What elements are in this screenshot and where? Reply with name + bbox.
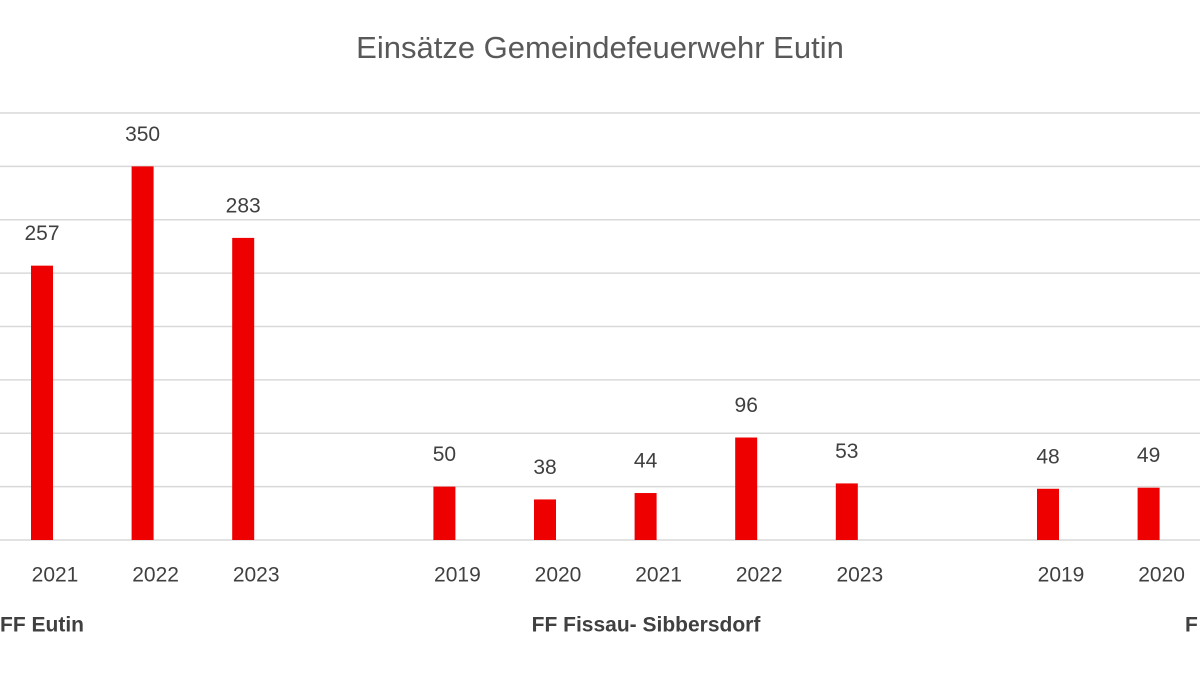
x-tick-label: 2020 [535, 564, 582, 587]
data-label: 96 [735, 394, 758, 417]
x-tick-label: 2021 [635, 564, 682, 587]
group-label: F [1185, 614, 1198, 637]
group-label: FF Fissau- Sibbersdorf [532, 614, 762, 637]
bar [31, 265, 53, 540]
bar [634, 493, 657, 540]
x-tick-label: 2019 [1038, 564, 1085, 587]
bar [1137, 487, 1160, 540]
data-label: 53 [835, 440, 858, 463]
bar [835, 483, 858, 540]
x-tick-label: 2020 [1138, 564, 1185, 587]
data-label: 38 [533, 456, 556, 479]
bar [232, 237, 255, 540]
bar [534, 499, 556, 540]
data-label: 49 [1137, 444, 1160, 467]
data-label: 257 [24, 222, 59, 245]
x-tick-label: 2023 [836, 564, 883, 587]
chart-title: Einsätze Gemeindefeuerwehr Eutin [356, 30, 844, 65]
x-tick-label: 2021 [32, 564, 79, 587]
data-label: 44 [634, 450, 658, 473]
data-label: 283 [226, 194, 261, 217]
bar [433, 486, 456, 540]
bar [1037, 488, 1059, 540]
x-tick-label: 2022 [132, 564, 179, 587]
data-label: 350 [125, 123, 160, 146]
data-label: 50 [433, 443, 456, 466]
bar [735, 437, 758, 540]
bar [131, 166, 154, 540]
x-tick-label: 2023 [233, 564, 280, 587]
x-tick-label: 2022 [736, 564, 783, 587]
x-tick-label: 2019 [434, 564, 481, 587]
group-label: FF Eutin [0, 614, 84, 637]
data-label: 48 [1036, 445, 1059, 468]
